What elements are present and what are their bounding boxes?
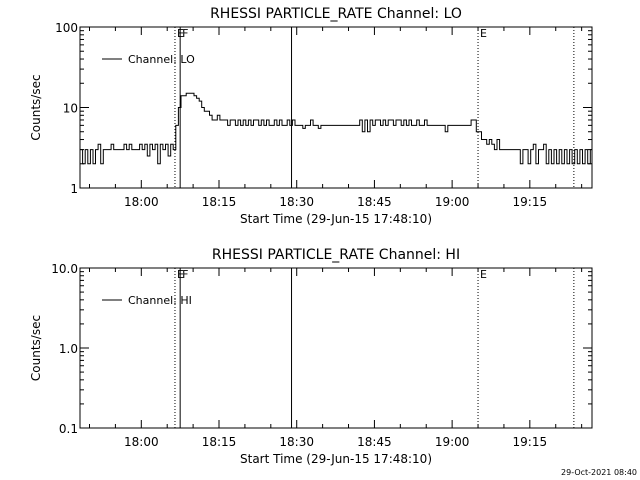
legend-entry: Channel: HI xyxy=(128,294,192,307)
x-tick-label: 19:15 xyxy=(513,195,548,209)
plot-frame xyxy=(79,26,593,189)
event-marker-label: E xyxy=(480,27,487,40)
legend-entry: Channel: LO xyxy=(128,53,195,66)
x-tick-label: 18:30 xyxy=(279,195,314,209)
x-tick-label: 18:00 xyxy=(124,195,159,209)
plot-frame xyxy=(79,267,593,429)
chart-title: RHESSI PARTICLE_RATE Channel: HI xyxy=(212,247,460,263)
x-tick-label: 18:15 xyxy=(202,195,237,209)
y-axis-label: Counts/sec xyxy=(29,74,43,140)
event-marker-label: E xyxy=(177,27,184,40)
y-tick-label: 100 xyxy=(55,21,78,35)
y-tick-label: 10 xyxy=(63,102,78,116)
event-marker-label: F xyxy=(182,268,188,281)
event-marker-label: E xyxy=(177,268,184,281)
x-tick-label: 19:00 xyxy=(435,195,470,209)
footer-timestamp: 29-Oct-2021 08:40 xyxy=(561,468,637,477)
x-tick-label: 18:45 xyxy=(357,195,392,209)
x-tick-label: 18:30 xyxy=(279,435,314,449)
x-axis-label: Start Time (29-Jun-15 17:48:10) xyxy=(240,452,432,466)
y-axis-label: Counts/sec xyxy=(29,315,43,381)
x-tick-label: 18:00 xyxy=(124,435,159,449)
y-tick-label: 10.0 xyxy=(51,262,78,276)
x-tick-label: 18:45 xyxy=(357,435,392,449)
panel-hi xyxy=(79,267,593,429)
event-marker-label: E xyxy=(480,268,487,281)
x-axis-label: Start Time (29-Jun-15 17:48:10) xyxy=(240,212,432,226)
y-tick-label: 1.0 xyxy=(59,342,78,356)
panel-lo xyxy=(79,26,593,189)
y-tick-label: 0.1 xyxy=(59,422,78,436)
data-series-line xyxy=(80,92,592,165)
y-tick-label: 1 xyxy=(70,182,78,196)
x-tick-label: 19:00 xyxy=(435,435,470,449)
x-tick-label: 19:15 xyxy=(513,435,548,449)
event-marker-label: F xyxy=(182,27,188,40)
x-tick-label: 18:15 xyxy=(202,435,237,449)
chart-title: RHESSI PARTICLE_RATE Channel: LO xyxy=(210,6,462,22)
